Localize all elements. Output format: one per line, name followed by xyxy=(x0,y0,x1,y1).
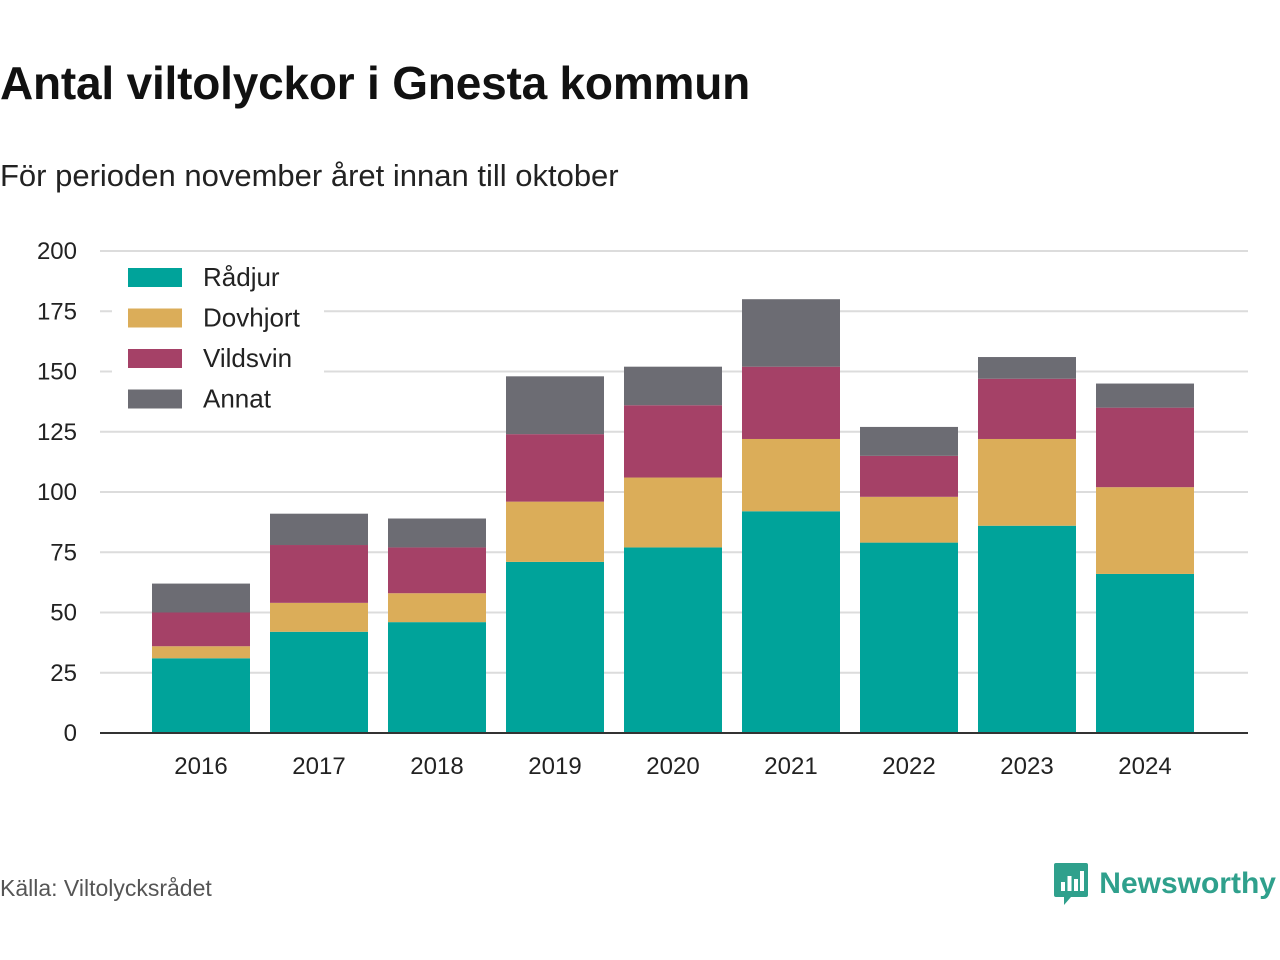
bar-segment-annat-2024 xyxy=(1096,383,1194,408)
y-tick-label: 50 xyxy=(50,600,77,627)
chart-title: Antal viltolyckor i Gnesta kommun xyxy=(0,57,751,109)
bar-segment-dovhjort-2023 xyxy=(978,438,1076,526)
bar-segment-dovhjort-2020 xyxy=(624,477,722,548)
legend-swatch-dovhjort xyxy=(128,308,182,328)
x-tick-label: 2020 xyxy=(646,753,699,780)
y-tick-label: 75 xyxy=(50,539,77,566)
bar-segment-rådjur-2021 xyxy=(742,511,840,733)
bar-segment-dovhjort-2016 xyxy=(152,646,250,659)
chart-subtitle: För perioden november året innan till ok… xyxy=(0,158,619,193)
bar-segment-rådjur-2018 xyxy=(388,622,486,733)
y-tick-label: 0 xyxy=(64,720,77,747)
brand-name: Newsworthy xyxy=(1099,867,1276,900)
x-tick-label: 2022 xyxy=(882,753,935,780)
bar-segment-annat-2017 xyxy=(270,513,368,546)
legend-label: Dovhjort xyxy=(203,303,301,333)
bar-segment-vildsvin-2021 xyxy=(742,366,840,439)
bar-segment-vildsvin-2024 xyxy=(1096,407,1194,488)
legend: Rådjur Dovhjort Vildsvin Annat xyxy=(112,256,324,420)
newsworthy-logo-icon xyxy=(1054,863,1089,905)
bar-segment-vildsvin-2018 xyxy=(388,547,486,594)
y-tick-label: 125 xyxy=(37,419,77,446)
bar-segment-rådjur-2020 xyxy=(624,547,722,733)
x-tick-label: 2023 xyxy=(1000,753,1053,780)
x-tick-label: 2016 xyxy=(174,753,227,780)
bar-segment-annat-2022 xyxy=(860,426,958,456)
bar-segment-annat-2019 xyxy=(506,376,604,435)
legend-label: Rådjur xyxy=(203,262,280,292)
y-tick-label: 200 xyxy=(37,238,77,265)
y-tick-label: 25 xyxy=(50,660,77,687)
bar-segment-rådjur-2019 xyxy=(506,561,604,733)
bar-segment-annat-2020 xyxy=(624,366,722,406)
legend-swatch-annat xyxy=(128,389,182,409)
bar-segment-vildsvin-2017 xyxy=(270,545,368,603)
x-tick-label: 2017 xyxy=(292,753,345,780)
x-tick-label: 2018 xyxy=(410,753,463,780)
brand[interactable]: Newsworthy xyxy=(1053,862,1276,906)
bar-segment-rådjur-2022 xyxy=(860,542,958,733)
legend-swatch-rådjur xyxy=(128,268,182,287)
stacked-bar-chart: 0 25 50 75 100 125 150 175 200 2016 2017 2018 2019 20… xyxy=(37,238,1248,780)
legend-label: Annat xyxy=(203,384,272,414)
bar-segment-vildsvin-2019 xyxy=(506,434,604,502)
x-tick-label: 2021 xyxy=(764,753,817,780)
bar-segment-dovhjort-2019 xyxy=(506,501,604,562)
x-tick-label: 2019 xyxy=(528,753,581,780)
bar-segment-annat-2021 xyxy=(742,299,840,367)
legend-label: Vildsvin xyxy=(203,343,292,373)
bar-segment-annat-2016 xyxy=(152,583,250,613)
bar-segment-annat-2018 xyxy=(388,518,486,548)
x-tick-label: 2024 xyxy=(1118,753,1171,780)
bar-segment-rådjur-2023 xyxy=(978,525,1076,733)
bar-segment-dovhjort-2022 xyxy=(860,496,958,543)
bar-segment-rådjur-2024 xyxy=(1096,573,1194,733)
y-tick-label: 150 xyxy=(37,359,77,386)
bar-segment-dovhjort-2021 xyxy=(742,438,840,512)
bar-segment-dovhjort-2024 xyxy=(1096,487,1194,574)
source-note: Källa: Viltolycksrådet xyxy=(0,875,212,901)
legend-swatch-vildsvin xyxy=(128,349,182,368)
bars xyxy=(152,299,1194,733)
bar-segment-vildsvin-2022 xyxy=(860,455,958,497)
bar-segment-rådjur-2016 xyxy=(152,658,250,733)
bar-segment-dovhjort-2017 xyxy=(270,602,368,632)
axes: 0 25 50 75 100 125 150 175 200 2016 2017 2018 2019 20… xyxy=(37,238,1248,780)
bar-segment-vildsvin-2016 xyxy=(152,612,250,647)
y-tick-label: 100 xyxy=(37,479,77,506)
bar-segment-rådjur-2017 xyxy=(270,631,368,733)
bar-segment-vildsvin-2023 xyxy=(978,378,1076,439)
y-tick-label: 175 xyxy=(37,298,77,325)
bar-segment-dovhjort-2018 xyxy=(388,593,486,623)
bar-segment-vildsvin-2020 xyxy=(624,405,722,478)
bar-segment-annat-2023 xyxy=(978,357,1076,379)
